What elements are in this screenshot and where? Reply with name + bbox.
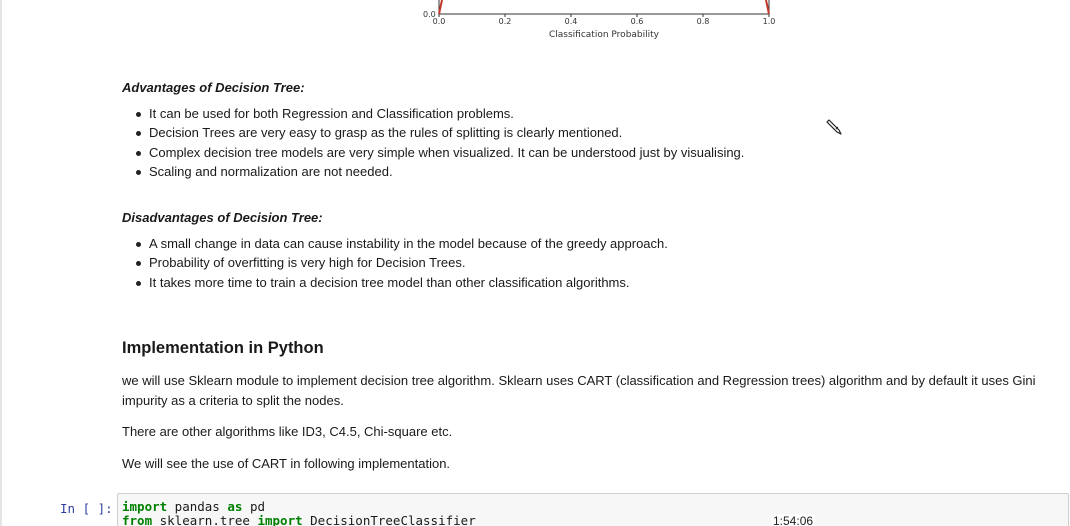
disadvantages-item: Probability of overfitting is very high … [136, 253, 1044, 272]
pencil-cursor-icon [826, 119, 842, 135]
y-tick-label: 0.0 [423, 10, 436, 19]
input-prompt: In [ ]: [60, 501, 113, 516]
disadvantages-item: A small change in data can cause instabi… [136, 234, 1044, 253]
disadvantages-list: A small change in data can cause instabi… [122, 234, 1044, 292]
advantages-section: Advantages of Decision Tree: It can be u… [122, 80, 1044, 181]
advantages-list: It can be used for both Regression and C… [122, 104, 1044, 181]
notebook-left-border [0, 0, 2, 526]
x-tick-label: 0.8 [697, 17, 710, 26]
x-tick-label: 1.0 [763, 17, 776, 26]
code-line-1: import pandas as pd [122, 499, 266, 514]
implementation-paragraph-1: we will use Sklearn module to implement … [122, 373, 1036, 408]
disadvantages-section: Disadvantages of Decision Tree: A small … [122, 210, 1044, 292]
curve-left [438, 0, 443, 15]
x-ticks: 0.0 0.2 0.4 0.6 0.8 1.0 [433, 14, 776, 26]
x-tick-label: 0.0 [433, 17, 446, 26]
advantages-item: Scaling and normalization are not needed… [136, 162, 1044, 181]
code-editor[interactable]: import pandas as pd from sklearn.tree im… [117, 493, 1069, 526]
disadvantages-item: It takes more time to train a decision t… [136, 273, 1044, 292]
implementation-paragraph-2: There are other algorithms like ID3, C4.… [122, 424, 453, 439]
x-tick-label: 0.4 [565, 17, 578, 26]
advantages-item: Complex decision tree models are very si… [136, 143, 1044, 162]
advantages-item: Decision Trees are very easy to grasp as… [136, 123, 1044, 142]
implementation-paragraph-3: We will see the use of CART in following… [122, 455, 451, 471]
code-cell[interactable]: In [ ]: import pandas as pd from sklearn… [0, 493, 1070, 526]
code-line-2: from sklearn.tree import DecisionTreeCla… [122, 513, 476, 526]
advantages-item: It can be used for both Regression and C… [136, 104, 1044, 123]
disadvantages-heading: Disadvantages of Decision Tree: [122, 210, 323, 225]
x-tick-label: 0.2 [499, 17, 512, 26]
implementation-heading: Implementation in Python [122, 339, 324, 357]
video-timestamp: 1:54:06 [771, 514, 816, 526]
x-axis-label: Classification Probability [549, 30, 660, 40]
chart-fragment: 0.0 0.0 0.2 0.4 0.6 0.8 1.0 Classification Pr… [423, 0, 776, 40]
implementation-section: Implementation in Python we will use Skl… [122, 339, 1044, 473]
x-tick-label: 0.6 [631, 17, 644, 26]
advantages-heading: Advantages of Decision Tree: [122, 80, 305, 95]
curve-right [765, 0, 770, 15]
